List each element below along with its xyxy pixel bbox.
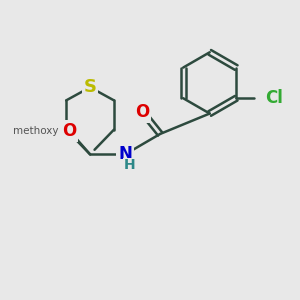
Text: H: H (124, 158, 135, 172)
Text: methoxy: methoxy (13, 126, 58, 136)
Text: O: O (136, 103, 150, 121)
Text: O: O (62, 122, 77, 140)
Text: N: N (118, 146, 132, 164)
Text: Cl: Cl (265, 89, 283, 107)
Text: S: S (84, 78, 97, 96)
